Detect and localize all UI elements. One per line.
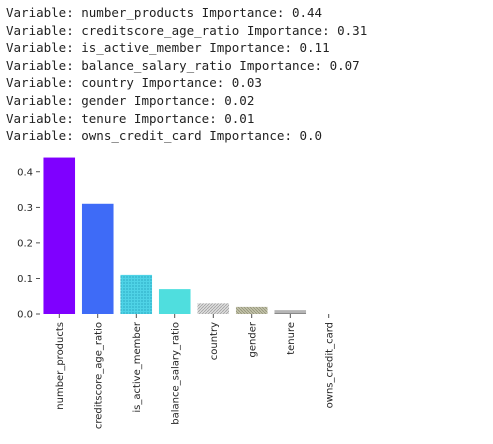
y-tick-label: 0.4 — [17, 167, 33, 178]
bar — [274, 310, 307, 314]
bar — [81, 203, 114, 314]
log-line: Variable: is_active_member Importance: 0… — [6, 40, 330, 56]
importance-log: Variable: number_products Importance: 0.… — [6, 4, 367, 145]
bar — [43, 157, 76, 314]
y-tick-label: 0.1 — [17, 274, 33, 285]
x-tick-label: is_active_member — [132, 321, 143, 413]
bar — [235, 306, 268, 314]
y-tick-label: 0.3 — [17, 203, 33, 214]
x-tick-label: tenure — [286, 322, 297, 355]
x-tick-label: owns_credit_card — [324, 322, 335, 408]
log-line: Variable: number_products Importance: 0.… — [6, 5, 323, 20]
bar — [120, 274, 153, 314]
y-axis: 0.0 0.1 0.2 0.3 0.4 — [17, 167, 40, 321]
log-line: Variable: country Importance: 0.03 — [6, 75, 262, 91]
y-tick-label: 0.0 — [17, 310, 33, 321]
bar — [197, 303, 230, 314]
log-line: Variable: owns_credit_card Importance: 0… — [6, 128, 323, 144]
log-line: Variable: tenure Importance: 0.01 — [6, 110, 255, 126]
y-tick-label: 0.2 — [17, 238, 33, 249]
log-line: Variable: balance_salary_ratio Importanc… — [6, 57, 360, 73]
x-tick-label: gender — [247, 321, 258, 357]
bar — [158, 289, 191, 314]
x-tick-label: number_products — [55, 322, 66, 410]
x-tick-label: country — [209, 322, 220, 360]
x-tick-label: creditscore_age_ratio — [93, 322, 104, 429]
log-line: Variable: gender Importance: 0.02 — [6, 92, 255, 108]
log-line: Variable: creditscore_age_ratio Importan… — [6, 22, 368, 38]
bars — [43, 157, 307, 314]
x-axis: number_products creditscore_age_ratio is_a… — [55, 314, 335, 429]
x-tick-label: balance_salary_ratio — [170, 322, 181, 425]
